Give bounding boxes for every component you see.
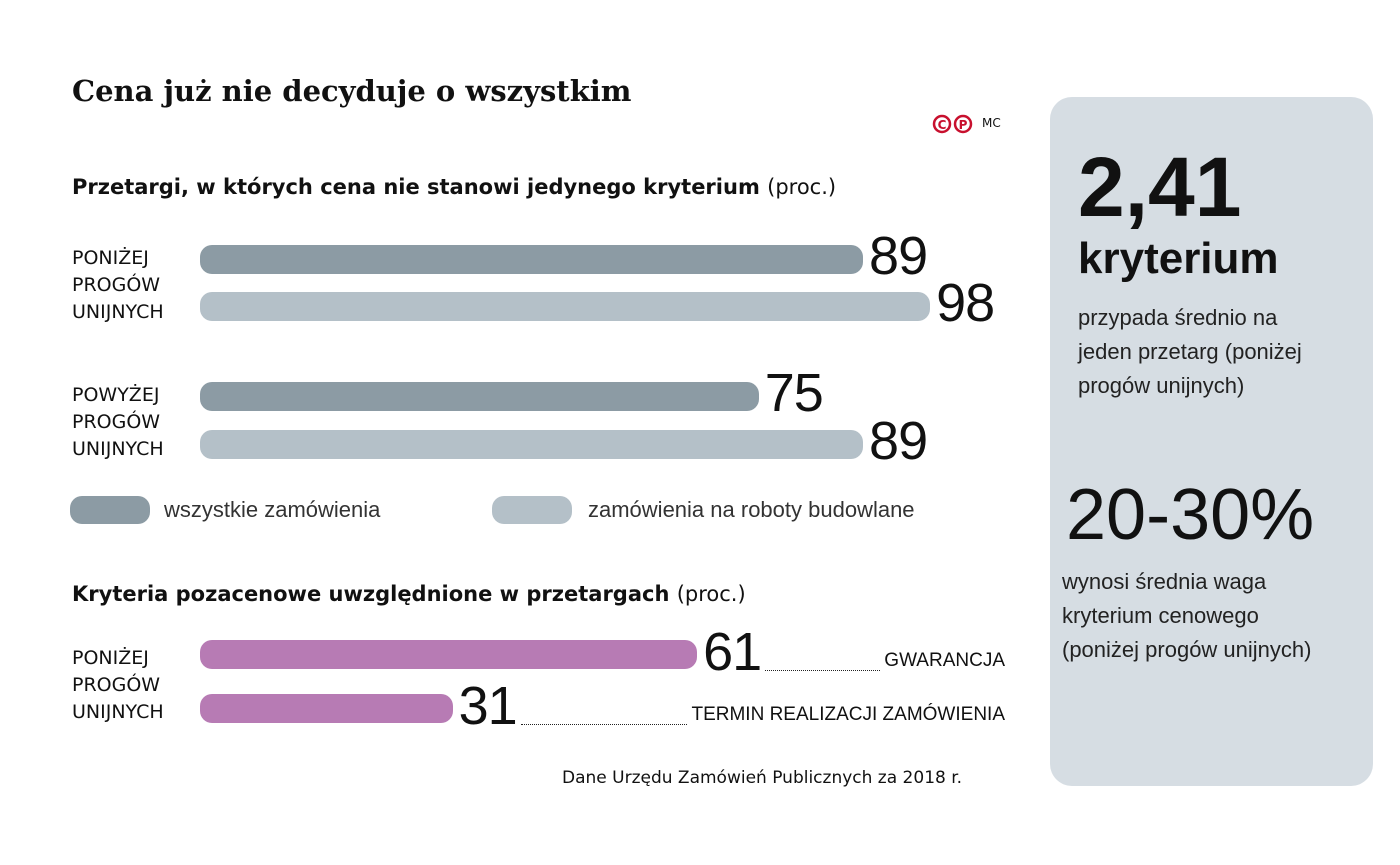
author-credit: MC [982,116,1001,130]
data-label: 75 [764,363,824,423]
leader-dots [765,658,880,671]
data-label: 31 [458,676,518,736]
stat2-value: 20-30% [1066,475,1315,555]
stat2-text: wynosi średnia waga kryterium cenowego (… [1062,569,1312,662]
chart2-title: Kryteria pozacenowe uwzględnione w przet… [72,582,746,606]
legend-label: wszystkie zamówienia [164,497,381,522]
data-label: 98 [936,273,995,333]
bar-construction [200,292,931,321]
category-label: PONIŻEJ PROGÓW UNIJNYCH [72,247,164,323]
legend-label: zamówienia na roboty budowlane [588,497,915,522]
chart1-unit: (proc.) [767,175,837,199]
category-label: PONIŻEJ PROGÓW UNIJNYCH [72,647,164,723]
bar-all [200,245,864,274]
stat1-text: przypada średnio na jeden przetarg (poni… [1078,305,1302,398]
bar-nonprice [200,640,698,669]
stats-panel: 2,41 kryterium przypada średnio na jeden… [1050,97,1373,786]
data-label: 61 [703,622,762,682]
legend-swatch-construction [492,496,572,524]
chart2-unit: (proc.) [676,582,746,606]
svg-text:C: C [938,118,947,132]
stat1-unit: kryterium [1078,234,1279,283]
category-label: POWYŻEJ PROGÓW UNIJNYCH [72,384,164,460]
legend-swatch-all [70,496,150,524]
bar-all [200,382,759,411]
criterion-label: GWARANCJA [884,650,1005,671]
bar-nonprice [200,694,453,723]
bar-construction [200,430,864,459]
data-label: 89 [869,226,928,286]
data-label: 89 [869,411,928,471]
chart2-title-text: Kryteria pozacenowe uwzględnione w przet… [72,582,670,606]
leader-dots [520,712,687,725]
source-note: Dane Urzędu Zamówień Publicznych za 2018… [562,768,963,788]
chart1-title: Przetargi, w których cena nie stanowi je… [72,175,836,199]
stat1-value: 2,41 [1078,140,1242,234]
criterion-label: TERMIN REALIZACJI ZAMÓWIENIA [691,704,1005,725]
chart1-title-text: Przetargi, w których cena nie stanowi je… [72,175,760,199]
page-title: Cena już nie decyduje o wszystkim [72,74,632,108]
svg-text:P: P [959,118,968,132]
